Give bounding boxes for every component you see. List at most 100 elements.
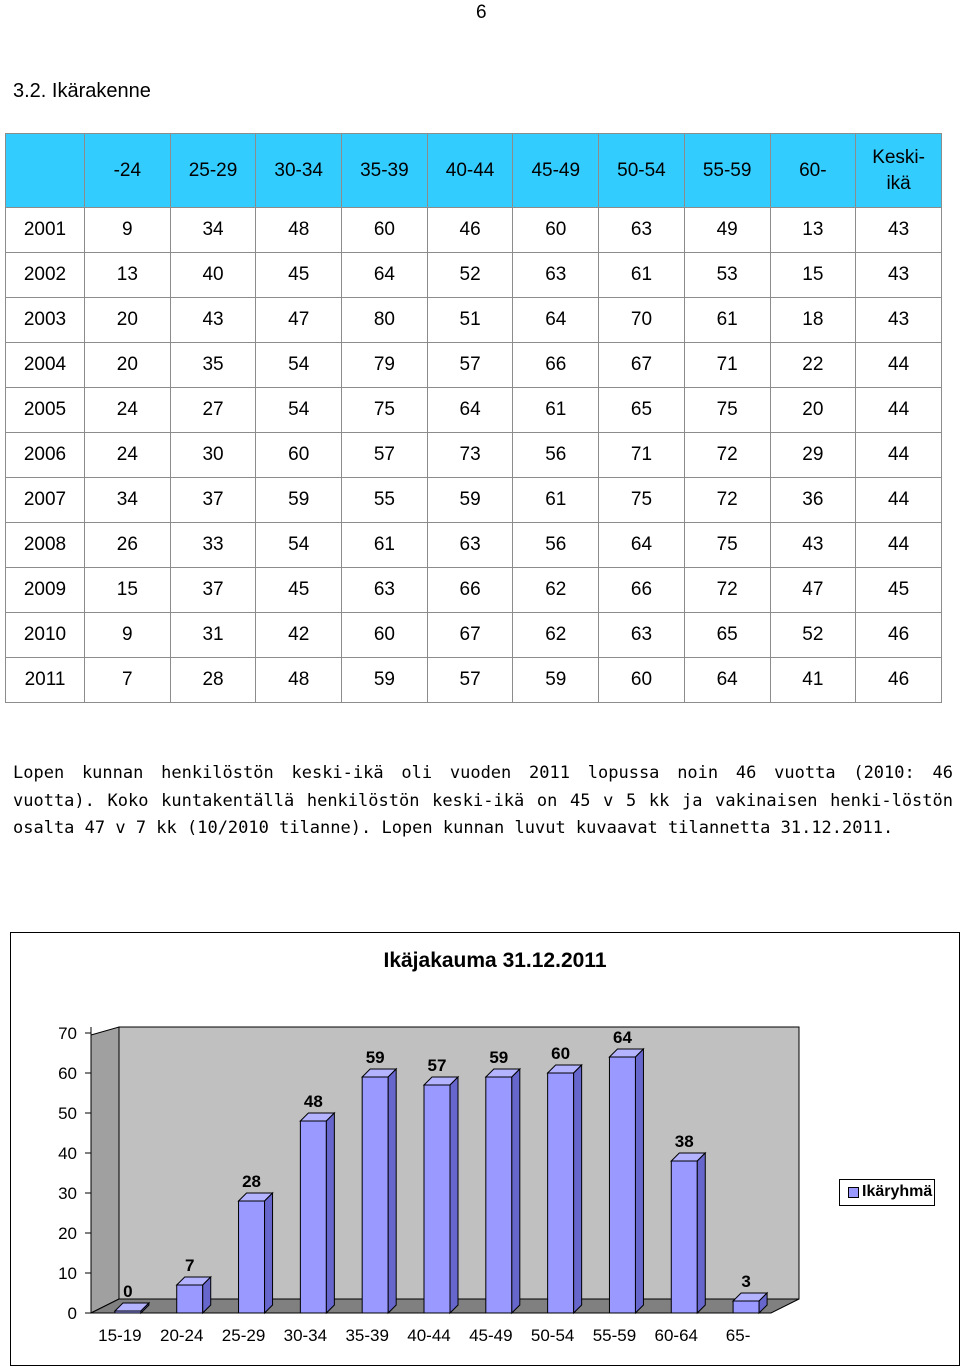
table-cell: 65: [598, 387, 685, 433]
year-cell: 2011: [5, 657, 85, 703]
x-tick-label: 40-44: [407, 1326, 450, 1345]
bar: [423, 1084, 451, 1314]
table-cell: 43: [855, 252, 942, 298]
table-cell: 62: [512, 567, 600, 613]
table-cell: 75: [341, 387, 428, 433]
table-body: 2001 9 34 48 60 46 60 63 49 13 43 2002 13 40 45 64 52 63 6…: [5, 207, 942, 703]
chart-plot: 0 10 20 30 40 50 60 70 0 15-19 7 20-24 28 25-29 48 30-3…: [58, 1024, 800, 1345]
table-cell: 45: [255, 252, 343, 298]
bar-side: [634, 1047, 644, 1315]
y-tick-label: 40: [58, 1144, 77, 1163]
chart-title: Ikäjakauma 31.12.2011: [383, 949, 607, 972]
table-cell: 44: [855, 432, 942, 478]
x-tick-label: 65-: [726, 1326, 751, 1345]
table-cell: 44: [855, 477, 942, 523]
table-row: 2007 34 37 59 55 59 61 75 72 36 44: [5, 477, 942, 523]
table-cell: 45: [255, 567, 343, 613]
bar: [670, 1160, 698, 1314]
section-title: 3.2. Ikärakenne: [13, 80, 151, 102]
table-cell: 61: [512, 387, 600, 433]
table-row: 2005 24 27 54 75 64 61 65 75 20 44: [5, 387, 942, 433]
table-cell: 61: [683, 297, 771, 343]
y-tick-label: 70: [58, 1024, 77, 1043]
table-header-cell: 35-39: [341, 133, 428, 208]
bar: [361, 1076, 389, 1314]
bar: [238, 1200, 266, 1314]
x-tick-label: 50-54: [531, 1326, 574, 1345]
table-cell: 35: [169, 342, 257, 388]
table-cell: 42: [255, 612, 343, 658]
table-cell: 44: [855, 522, 942, 568]
table-cell: 71: [683, 342, 771, 388]
table-cell: 34: [169, 207, 257, 253]
table-cell: 41: [769, 657, 857, 703]
table-cell: 75: [683, 522, 771, 568]
table-cell: 30: [169, 432, 257, 478]
data-label: 7: [185, 1256, 194, 1275]
x-tick-label: 35-39: [345, 1326, 388, 1345]
year-cell: 2005: [5, 387, 85, 433]
table-cell: 47: [255, 297, 343, 343]
table-cell: 67: [598, 342, 685, 388]
table-header-cell: Keski-ikä: [855, 133, 942, 208]
chart-side-wall: [90, 1026, 120, 1314]
table-cell: 56: [512, 522, 600, 568]
table-cell: 49: [683, 207, 771, 253]
year-cell: 2004: [5, 342, 85, 388]
y-tick-label: 10: [58, 1264, 77, 1283]
table-row: 2009 15 37 45 63 66 62 66 72 47 45: [5, 567, 942, 613]
table-header-cell: [5, 133, 85, 208]
bar: [547, 1072, 575, 1314]
table-cell: 64: [426, 387, 514, 433]
table-cell: 43: [855, 207, 942, 253]
table-cell: 75: [683, 387, 771, 433]
table-cell: 66: [512, 342, 600, 388]
x-tick-label: 15-19: [98, 1326, 141, 1345]
table-cell: 18: [769, 297, 857, 343]
table-cell: 51: [426, 297, 514, 343]
table-row: 2003 20 43 47 80 51 64 70 61 18 43: [5, 297, 942, 343]
table-cell: 72: [683, 432, 771, 478]
table-cell: 29: [769, 432, 857, 478]
table-cell: 61: [341, 522, 428, 568]
data-label: 48: [304, 1092, 323, 1111]
data-label: 59: [489, 1048, 508, 1067]
bar-side: [264, 1191, 274, 1315]
chart-legend: Ikäryhmä: [839, 1179, 935, 1206]
table-cell: 20: [769, 387, 857, 433]
table-cell: 59: [341, 657, 428, 703]
table-header-cell: 25-29: [169, 133, 257, 208]
table-cell: 54: [255, 522, 343, 568]
table-cell: 62: [512, 612, 600, 658]
table-cell: 31: [169, 612, 257, 658]
table-cell: 40: [169, 252, 257, 298]
table-cell: 22: [769, 342, 857, 388]
table-cell: 46: [855, 612, 942, 658]
y-tick-label: 50: [58, 1104, 77, 1123]
bar: [608, 1056, 636, 1314]
table-header-cell: 30-34: [255, 133, 343, 208]
age-distribution-chart: Ikäjakauma 31.12.2011 0 10 20 30 40 50 60 70 0 15…: [10, 932, 960, 1366]
table-cell: 9: [84, 612, 171, 658]
table-cell: 24: [84, 432, 171, 478]
table-cell: 13: [769, 207, 857, 253]
table-cell: 15: [769, 252, 857, 298]
table-cell: 60: [255, 432, 343, 478]
table-cell: 34: [84, 477, 171, 523]
table-cell: 54: [255, 342, 343, 388]
year-cell: 2002: [5, 252, 85, 298]
year-cell: 2003: [5, 297, 85, 343]
x-tick-label: 30-34: [284, 1326, 327, 1345]
table-cell: 64: [598, 522, 685, 568]
data-label: 64: [613, 1028, 632, 1047]
table-cell: 36: [769, 477, 857, 523]
table-cell: 66: [426, 567, 514, 613]
age-structure-table: -24 25-29 30-34 35-39 40-44 45-49 50-54 55-59 60…: [5, 133, 942, 703]
year-cell: 2001: [5, 207, 85, 253]
body-paragraph: Lopen kunnan henkilöstön keski-ikä oli v…: [13, 763, 953, 838]
table-cell: 64: [341, 252, 428, 298]
table-cell: 43: [169, 297, 257, 343]
table-header-cell: 40-44: [426, 133, 514, 208]
table-cell: 44: [855, 387, 942, 433]
legend-label: Ikäryhmä: [862, 1183, 933, 1200]
